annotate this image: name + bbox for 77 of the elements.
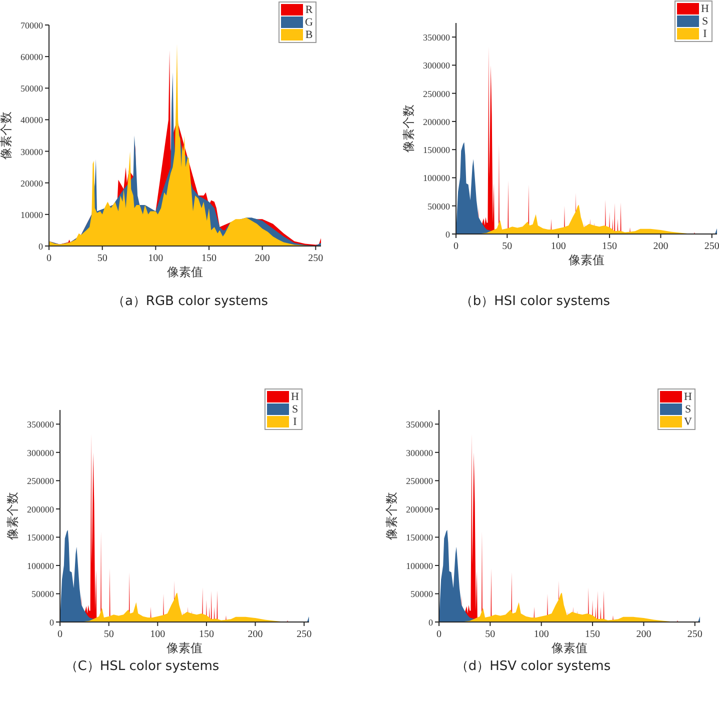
y-tick-label: 350000 bbox=[406, 420, 434, 430]
x-axis-title: 像素值 bbox=[167, 265, 203, 279]
y-axis-title: 像素个数 bbox=[401, 104, 416, 152]
x-tick-label: 50 bbox=[97, 253, 108, 264]
legend-label: H bbox=[291, 391, 300, 403]
y-tick-label: 150000 bbox=[406, 532, 434, 543]
y-tick-label: 150000 bbox=[27, 532, 54, 543]
y-tick-label: 20000 bbox=[20, 178, 44, 188]
y-tick-label: 200000 bbox=[27, 504, 54, 514]
x-tick-label: 100 bbox=[534, 629, 549, 640]
y-tick-label: 10000 bbox=[20, 210, 44, 220]
y-tick-label: 0 bbox=[446, 230, 450, 240]
y-tick-label: 0 bbox=[50, 618, 54, 628]
x-tick-label: 100 bbox=[148, 253, 164, 264]
y-tick-label: 60000 bbox=[20, 52, 44, 62]
x-tick-label: 50 bbox=[104, 629, 114, 640]
x-tick-label: 150 bbox=[198, 629, 214, 640]
y-tick-label: 300000 bbox=[27, 448, 54, 458]
x-tick-label: 100 bbox=[150, 629, 166, 640]
legend-label: R bbox=[305, 4, 314, 16]
y-tick-label: 250000 bbox=[406, 476, 434, 486]
y-tick-label: 50000 bbox=[32, 589, 54, 600]
legend-label: G bbox=[305, 16, 314, 28]
x-tick-label: 50 bbox=[485, 629, 496, 640]
legend-label: I bbox=[293, 416, 298, 428]
x-tick-label: 0 bbox=[58, 629, 62, 640]
text: （d）HSV color systems bbox=[455, 659, 611, 674]
y-axis-title: 像素个数 bbox=[5, 492, 20, 540]
legend-label: B bbox=[305, 29, 313, 41]
legend-label: I bbox=[703, 28, 708, 40]
x-tick-label: 200 bbox=[254, 253, 270, 264]
x-axis-title: 像素值 bbox=[166, 641, 202, 655]
y-tick-label: 100000 bbox=[423, 173, 450, 184]
x-tick-label: 0 bbox=[454, 241, 458, 252]
y-axis-title: 像素个数 bbox=[384, 492, 398, 540]
y-tick-label: 350000 bbox=[27, 420, 54, 430]
x-tick-label: 50 bbox=[502, 241, 512, 252]
y-tick-label: 30000 bbox=[20, 146, 44, 157]
x-tick-label: 250 bbox=[687, 629, 702, 640]
y-tick-label: 250000 bbox=[423, 88, 450, 99]
legend-label: S bbox=[684, 404, 692, 416]
x-tick-label: 100 bbox=[550, 241, 566, 252]
y-tick-label: 300000 bbox=[423, 60, 450, 71]
y-tick-label: 300000 bbox=[406, 448, 434, 458]
text: （b）HSI color systems bbox=[460, 294, 610, 309]
y-tick-label: 0 bbox=[428, 618, 434, 628]
y-tick-label: 100000 bbox=[406, 560, 434, 571]
y-tick-label: 100000 bbox=[27, 560, 54, 571]
x-axis-title: 像素值 bbox=[568, 253, 604, 267]
x-axis-title: 像素值 bbox=[552, 641, 588, 655]
legend-label: H bbox=[701, 3, 710, 15]
x-tick-label: 250 bbox=[704, 241, 719, 252]
x-tick-label: 150 bbox=[602, 241, 618, 252]
text: （C）HSL color systems bbox=[64, 659, 220, 674]
legend-label: S bbox=[292, 404, 298, 416]
x-tick-label: 150 bbox=[585, 629, 600, 640]
legend-label: S bbox=[702, 16, 708, 28]
x-tick-label: 200 bbox=[653, 241, 668, 252]
y-axis-title: 像素个数 bbox=[0, 112, 13, 160]
y-tick-label: 70000 bbox=[20, 20, 44, 30]
x-tick-label: 200 bbox=[636, 629, 652, 640]
y-tick-label: 200000 bbox=[406, 504, 434, 514]
y-tick-label: 50000 bbox=[428, 201, 450, 212]
x-tick-label: 250 bbox=[296, 629, 312, 640]
y-tick-label: 250000 bbox=[27, 476, 54, 486]
text: （a）RGB color systems bbox=[112, 294, 268, 309]
legend-label: H bbox=[684, 391, 692, 403]
y-tick-label: 200000 bbox=[423, 116, 450, 127]
x-tick-label: 250 bbox=[308, 253, 324, 264]
legend-label: V bbox=[684, 416, 692, 428]
y-tick-label: 50000 bbox=[410, 589, 434, 600]
y-tick-label: 40000 bbox=[20, 115, 44, 126]
x-tick-label: 150 bbox=[202, 253, 216, 264]
x-tick-label: 200 bbox=[248, 629, 263, 640]
y-tick-label: 50000 bbox=[20, 84, 44, 94]
y-tick-label: 350000 bbox=[423, 32, 450, 43]
y-tick-label: 150000 bbox=[423, 145, 450, 156]
